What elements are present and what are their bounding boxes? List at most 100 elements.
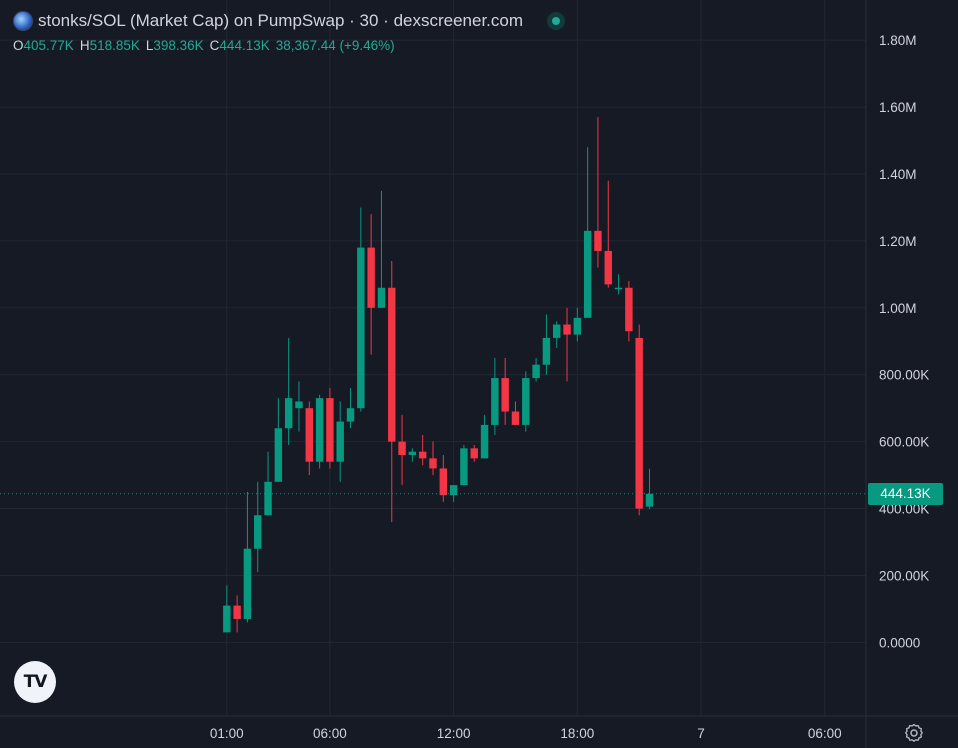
- open-value: 405.77K: [23, 38, 74, 53]
- last-price-tag: 444.13K: [868, 482, 943, 505]
- x-tick-label: 06:00: [313, 726, 347, 741]
- candle-body: [573, 317, 582, 335]
- open-label: O: [13, 38, 24, 53]
- chart-header: stonks/SOL (Market Cap) on PumpSwap · 30…: [14, 11, 566, 31]
- candle: [522, 371, 530, 432]
- candle-body: [501, 378, 509, 412]
- candle-body: [542, 337, 551, 365]
- candle-body: [645, 493, 654, 507]
- y-tick-label: 200.00K: [879, 568, 929, 583]
- candle: [583, 147, 592, 318]
- candle-body: [429, 458, 437, 469]
- candle: [367, 214, 375, 355]
- chart-title: stonks/SOL (Market Cap) on PumpSwap · 30…: [38, 11, 524, 30]
- candle-body: [264, 481, 272, 516]
- candle-body: [583, 230, 592, 318]
- candle-body: [491, 378, 499, 425]
- candle: [336, 401, 344, 482]
- candle-body: [398, 441, 406, 456]
- low-label: L: [145, 38, 154, 53]
- candle: [305, 401, 313, 476]
- candle: [573, 307, 582, 342]
- candle: [408, 448, 417, 462]
- candle-body: [522, 378, 530, 425]
- y-tick-label: 1.20M: [879, 234, 917, 249]
- candle: [532, 358, 540, 382]
- candle-body: [367, 247, 375, 308]
- candle: [357, 207, 365, 412]
- candle-body: [305, 408, 313, 462]
- settings-gear-icon[interactable]: [902, 721, 926, 745]
- candle-body: [553, 324, 561, 338]
- candle-body: [532, 364, 540, 379]
- candle-body: [243, 548, 252, 619]
- x-tick-label: 01:00: [210, 726, 244, 741]
- candle: [439, 455, 448, 502]
- candle-body: [295, 401, 303, 409]
- candle-body: [604, 250, 612, 285]
- grid: [0, 0, 866, 716]
- candle-body: [223, 605, 231, 633]
- candle-body: [460, 448, 468, 486]
- candle: [480, 414, 489, 459]
- candle-body: [449, 485, 458, 496]
- candle: [594, 117, 602, 268]
- candle-body: [377, 287, 386, 308]
- x-tick-label: 7: [697, 726, 705, 741]
- candle: [315, 394, 324, 469]
- y-tick-label: 1.40M: [879, 167, 917, 182]
- candle: [223, 585, 231, 633]
- y-tick-label: 1.60M: [879, 100, 917, 115]
- candle-body: [388, 287, 396, 442]
- candle: [542, 314, 551, 375]
- y-tick-label: 800.00K: [879, 368, 929, 383]
- high-value: 518.85K: [89, 38, 140, 53]
- x-tick-label: 06:00: [808, 726, 842, 741]
- candle-body: [274, 428, 283, 482]
- candle: [346, 388, 355, 429]
- ohlc-legend: O 405.77K H 518.85K L 398.36K C 444.13K …: [13, 38, 401, 53]
- candle-body: [233, 605, 241, 619]
- candle: [449, 485, 458, 502]
- candle: [254, 481, 262, 573]
- close-label: C: [209, 38, 220, 53]
- candle-body: [635, 337, 643, 509]
- candle-body: [326, 398, 334, 462]
- candle: [388, 260, 396, 522]
- candle-body: [625, 287, 633, 332]
- candle: [233, 595, 241, 633]
- candle: [470, 444, 478, 462]
- candle-body: [418, 451, 427, 459]
- candle-body: [511, 411, 520, 425]
- token-icon: [14, 12, 32, 30]
- candle: [377, 190, 386, 308]
- y-tick-label: 1.80M: [879, 33, 917, 48]
- candle-body: [470, 448, 478, 459]
- candle-body: [563, 324, 571, 335]
- candle-body: [480, 424, 489, 459]
- close-value: 444.13K: [219, 38, 270, 53]
- candle-body: [439, 468, 448, 496]
- x-tick-label: 12:00: [437, 726, 471, 741]
- candle-body: [594, 230, 602, 251]
- candle: [625, 281, 633, 342]
- candle-body: [315, 398, 324, 462]
- candle-body: [336, 421, 344, 462]
- candle: [429, 441, 437, 476]
- candle: [553, 321, 561, 348]
- candle: [635, 324, 643, 516]
- low-value: 398.36K: [153, 38, 204, 53]
- y-tick-label: 600.00K: [879, 435, 929, 450]
- candle: [295, 381, 303, 432]
- candles: [223, 117, 654, 633]
- y-tick-label: 1.00M: [879, 301, 917, 316]
- tradingview-logo[interactable]: TV: [14, 661, 56, 703]
- candle-body: [284, 398, 293, 429]
- candle-body: [346, 408, 355, 422]
- candle: [274, 398, 283, 482]
- candle: [418, 434, 427, 466]
- y-tick-label: 400.00K: [879, 502, 929, 517]
